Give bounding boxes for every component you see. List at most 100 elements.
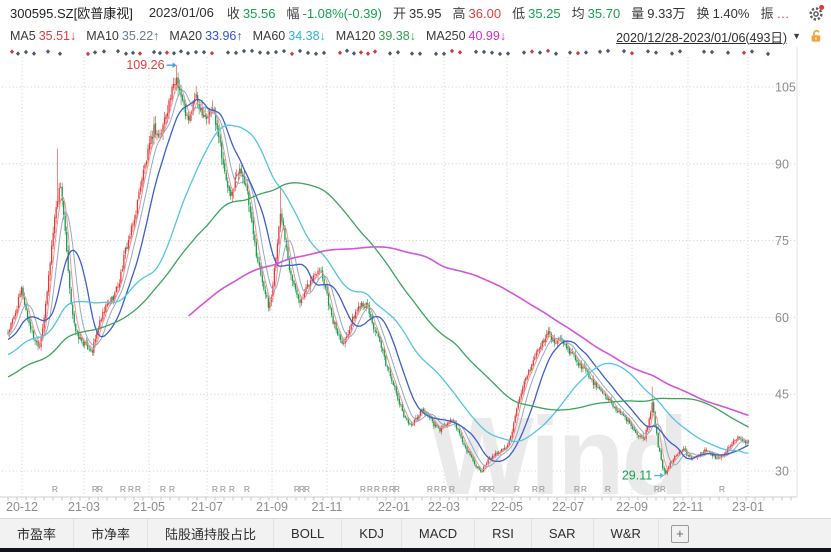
quote-field-7: 换 1.40% [696,6,750,21]
event-marker [265,50,271,56]
r-event-marker: R [434,484,440,494]
unlock-icon[interactable] [810,29,823,43]
r-event-marker: R [514,484,520,494]
quote-field-8: 振… [760,6,790,21]
event-marker [741,50,747,56]
event-marker [701,49,707,55]
ma-legend-ma10: MA10 35.22↑ [86,29,160,43]
tab-kdj[interactable]: KDJ [342,519,402,548]
event-marker [45,49,51,54]
settings-gear-icon[interactable] [807,4,825,22]
r-event-marker: R [532,484,538,494]
r-event-marker: R [539,484,545,494]
r-event-marker: R [229,484,235,494]
event-marker [185,50,191,56]
r-event-marker: R [97,484,103,494]
r-event-marker: R [135,484,141,494]
x-axis-label: 22-01 [378,500,410,514]
r-event-marker: R [605,484,611,494]
tab-sar[interactable]: SAR [532,519,594,548]
event-marker [575,50,581,56]
event-marker [653,50,659,55]
event-marker [209,50,215,56]
quote-header: 300595.SZ[欧普康视] 2023/01/06 收 35.56 幅 -1.08%… [0,0,831,25]
r-event-marker: R [92,484,98,494]
x-axis-label: 21-09 [256,500,288,514]
event-marker [225,50,231,55]
x-axis-label: 22-07 [552,500,584,514]
tab-rsi[interactable]: RSI [475,519,532,548]
tab-boll[interactable]: BOLL [274,519,343,548]
x-axis-label: 21-11 [311,500,342,514]
event-marker [629,50,635,56]
tab-macd[interactable]: MACD [402,519,476,548]
ma-legend-ma250: MA250 40.99↓ [425,29,507,43]
add-indicator-button[interactable]: + [670,524,689,543]
ma-legend-ma20: MA20 33.96↑ [169,29,243,43]
event-marker [23,49,29,55]
x-axis-label: 22-09 [616,500,648,514]
r-event-marker: R [52,484,58,494]
bottom-tab-bar: 市盈率 市净率 陆股通持股占比 BOLL KDJ MACD RSI SAR W&R + [0,518,831,548]
event-marker [289,51,295,57]
price-chart[interactable]: Wind 20-12 21-03 21-05 21-07 21-09 21-11 22-01 2… [0,47,831,518]
event-marker [201,49,207,55]
r-event-marker: R [382,484,388,494]
event-marker [193,49,199,55]
tab-pe[interactable]: 市盈率 [0,519,75,548]
quote-field-0: 收 35.56 [226,6,276,21]
r-event-marker: R [660,484,666,494]
event-marker [123,51,129,57]
date-range-selector[interactable]: 2020/12/28-2023/01/06(493日) [616,30,788,45]
event-marker [313,51,319,57]
r-event-marker: R [484,484,490,494]
y-axis-label: 75 [775,234,789,248]
event-marker [157,50,163,56]
event-marker [417,51,423,57]
event-marker [505,51,511,56]
event-marker [709,49,715,55]
r-event-marker: R [581,484,587,494]
event-marker [321,50,327,56]
window-bottom-edge [0,548,831,552]
x-axis-label: 21-05 [133,500,165,514]
event-marker [297,48,303,54]
event-marker [583,50,589,55]
symbol-title[interactable]: 300595.SZ[欧普康视] [10,6,133,21]
r-event-marker: R [120,484,126,494]
r-event-marker: R [441,484,447,494]
quote-field-1: 幅 -1.08%(-0.39) [286,6,382,21]
event-marker [15,51,21,56]
x-axis-label: 21-03 [68,500,100,514]
quote-date: 2023/01/06 [148,5,214,20]
ma-line-ma10 [7,90,749,468]
tab-wr[interactable]: W&R [594,519,659,548]
annotation-arrow-head [660,472,665,479]
tab-hk-holdings[interactable]: 陆股通持股占比 [148,519,275,548]
quote-field-6: 量 9.33万 [631,6,686,21]
event-marker [178,49,184,54]
candles-down-bodies [7,77,750,474]
ma-legend: MA5 35.51↓ MA10 35.22↑ MA20 33.96↑ MA60 34.38↓ M… [10,29,516,43]
event-marker [605,48,611,54]
event-marker [441,51,447,57]
event-marker [92,50,98,55]
event-marker [529,49,535,54]
annotation-arrow-head [172,62,177,68]
event-marker [765,51,771,57]
event-marker [395,50,401,55]
event-marker [344,48,350,54]
chevron-down-icon[interactable]: ▼ [792,31,801,41]
r-event-marker: R [360,484,366,494]
event-marker [257,50,263,55]
ma-legend-ma5: MA5 35.51↓ [10,29,77,43]
event-marker [233,50,239,56]
quote-fields: 收 35.56 幅 -1.08%(-0.39) 开 35.95 高 36.00 低 35.25 均 3… [227,3,801,22]
tab-pb[interactable]: 市净率 [74,519,149,548]
price-annotation-high: 109.26 [126,58,164,72]
r-event-marker: R [489,484,495,494]
event-marker [725,50,731,56]
event-marker [249,48,255,54]
gridlines [2,57,797,497]
